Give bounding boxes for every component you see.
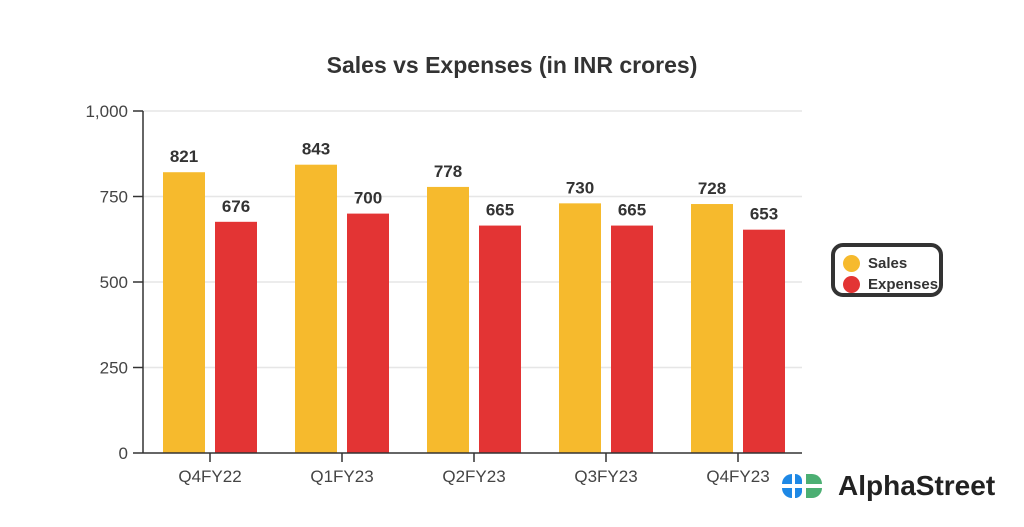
data-label: 653 — [750, 205, 778, 224]
legend-item-sales: Sales — [843, 253, 939, 274]
y-tick-label: 1,000 — [85, 102, 128, 121]
alphastreet-logo: AlphaStreet — [780, 470, 995, 502]
y-tick-label: 0 — [119, 444, 128, 463]
expenses-swatch — [843, 276, 860, 293]
y-tick-label: 250 — [100, 359, 128, 378]
x-tick-label: Q4FY22 — [178, 467, 241, 486]
chart-title: Sales vs Expenses (in INR crores) — [326, 52, 698, 78]
sales-swatch — [843, 255, 860, 272]
x-tick-label: Q4FY23 — [706, 467, 769, 486]
legend-label: Sales — [868, 255, 908, 272]
logo-icon — [782, 473, 822, 499]
legend: Sales Expenses — [831, 243, 943, 297]
y-tick-label: 750 — [100, 188, 128, 207]
bar-sales — [295, 164, 337, 453]
x-tick-label: Q1FY23 — [310, 467, 373, 486]
bar-sales — [427, 186, 469, 453]
bar-expenses — [347, 213, 389, 453]
data-label: 730 — [566, 178, 594, 197]
legend-label: Expenses — [868, 276, 939, 293]
legend-item-expenses: Expenses — [843, 274, 939, 295]
bar-expenses — [743, 229, 785, 453]
bar-expenses — [215, 221, 257, 453]
data-label: 665 — [486, 201, 514, 220]
data-label: 665 — [618, 201, 646, 220]
logo-text: AlphaStreet — [838, 470, 996, 501]
data-label: 728 — [698, 179, 726, 198]
data-label: 843 — [302, 140, 330, 159]
data-label: 700 — [354, 189, 382, 208]
data-label: 821 — [170, 147, 198, 166]
x-tick-label: Q3FY23 — [574, 467, 637, 486]
data-label: 676 — [222, 197, 250, 216]
bar-sales — [691, 204, 733, 453]
x-tick-label: Q2FY23 — [442, 467, 505, 486]
y-tick-label: 500 — [100, 273, 128, 292]
bar-expenses — [479, 225, 521, 453]
data-label: 778 — [434, 162, 462, 181]
bar-sales — [163, 172, 205, 453]
bar-sales — [559, 203, 601, 453]
bar-expenses — [611, 225, 653, 453]
